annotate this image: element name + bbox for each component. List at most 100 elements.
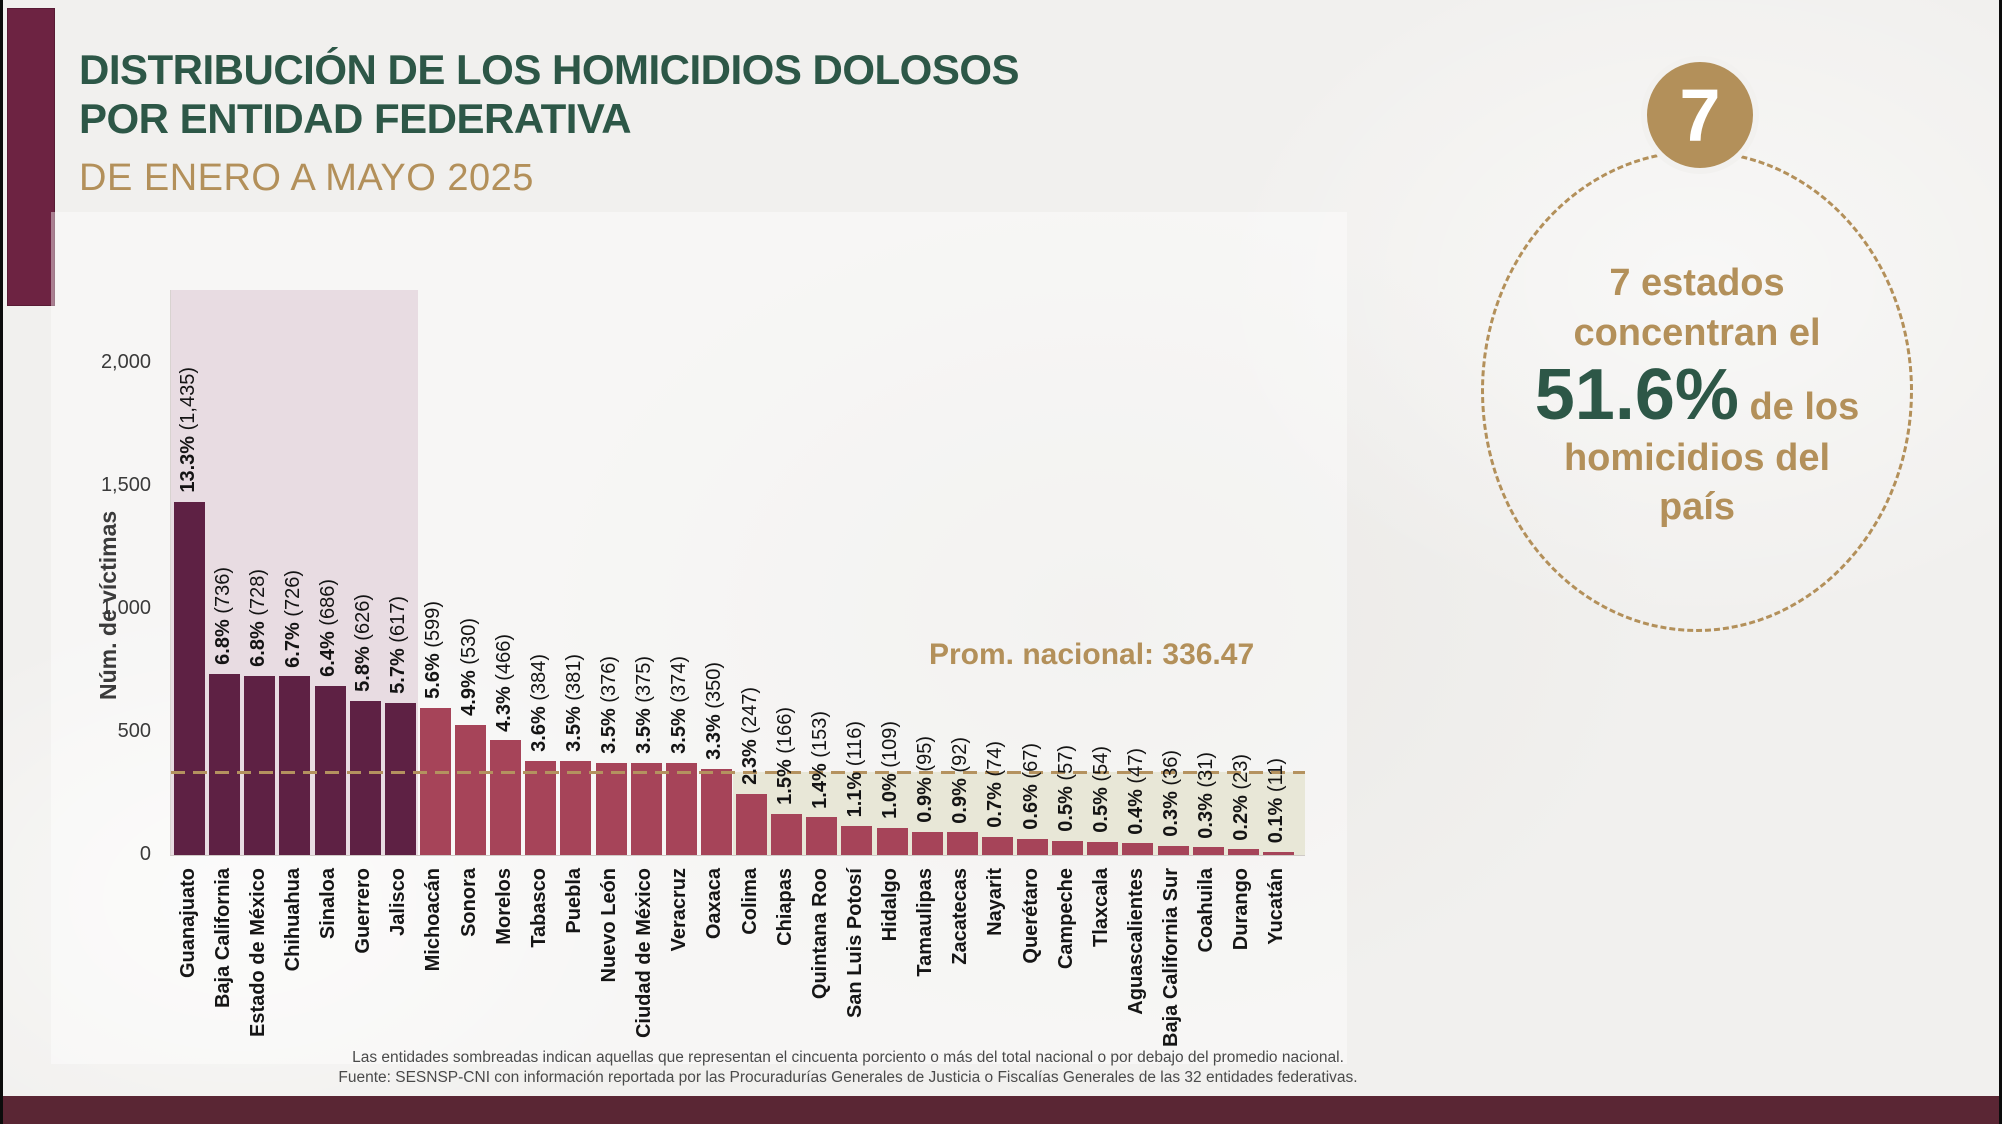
bar-value-label-san-luis-potosi: 1.1% (116) bbox=[843, 721, 866, 818]
y-tick-0: 0 bbox=[139, 843, 151, 865]
bar-tabasco bbox=[525, 760, 557, 855]
bar-estado-de-mexico bbox=[244, 675, 276, 855]
bar-michoacan bbox=[419, 707, 451, 855]
y-axis-ticks: 0 500 1,000 1,500 2,000 bbox=[65, 290, 161, 865]
x-label-queretaro: Querétaro bbox=[1019, 868, 1042, 964]
bar-value-label-campeche: 0.5% (57) bbox=[1054, 745, 1077, 832]
y-axis-line bbox=[170, 290, 171, 855]
y-tick-1500: 1,500 bbox=[100, 474, 151, 496]
x-label-nayarit: Nayarit bbox=[984, 868, 1007, 936]
bar-value-label-quintana-roo: 1.4% (153) bbox=[808, 710, 831, 809]
bar-value-label-tabasco: 3.6% (384) bbox=[527, 653, 550, 752]
highlight-line3: homicidios del bbox=[1563, 436, 1831, 479]
x-label-sonora: Sonora bbox=[457, 868, 480, 937]
states-count-badge: 7 bbox=[1641, 56, 1759, 174]
x-label-chiapas: Chiapas bbox=[773, 868, 796, 946]
x-label-nuevo-leon: Nuevo León bbox=[598, 868, 620, 983]
x-label-jalisco: Jalisco bbox=[387, 868, 410, 936]
highlight-line2: concentran el bbox=[1573, 311, 1821, 354]
bar-chihuahua bbox=[279, 676, 311, 855]
bar-value-label-guerrero: 5.8% (626) bbox=[352, 594, 375, 693]
footnotes: Las entidades sombreadas indican aquella… bbox=[183, 1048, 1513, 1088]
x-label-guerrero: Guerrero bbox=[352, 868, 375, 954]
bar-value-label-oaxaca: 3.3% (350) bbox=[703, 662, 726, 760]
bar-nayarit bbox=[981, 836, 1013, 855]
bar-value-label-ciudad-de-mexico: 3.5% (375) bbox=[633, 655, 656, 754]
x-label-estado-de-mexico: Estado de México bbox=[246, 868, 269, 1037]
bar-baja-california-sur bbox=[1157, 846, 1189, 855]
bar-campeche bbox=[1052, 840, 1084, 855]
bar-value-label-morelos: 4.3% (466) bbox=[492, 633, 515, 732]
bar-value-label-guanajuato: 13.3% (1,435) bbox=[176, 367, 199, 493]
bar-nuevo-leon bbox=[595, 762, 627, 855]
footnote-shading: Las entidades sombreadas indican aquella… bbox=[352, 1049, 1344, 1066]
bar-value-label-zacatecas: 0.9% (92) bbox=[949, 736, 972, 824]
bar-value-label-baja-california-sur: 0.3% (36) bbox=[1160, 750, 1182, 838]
x-label-oaxaca: Oaxaca bbox=[703, 868, 726, 940]
bar-ciudad-de-mexico bbox=[630, 762, 662, 855]
highlight-dashed-circle: 7 estados concentran el 51.6% de los hom… bbox=[1481, 150, 1913, 632]
highlight-percent: 51.6% de los bbox=[1534, 355, 1860, 436]
bar-veracruz bbox=[665, 763, 697, 855]
bar-value-label-colima: 2.3% (247) bbox=[738, 687, 761, 786]
bar-baja-california bbox=[209, 673, 241, 855]
x-label-zacatecas: Zacatecas bbox=[949, 868, 972, 965]
x-label-michoacan: Michoacán bbox=[422, 868, 445, 972]
bar-zacatecas bbox=[946, 832, 978, 855]
bar-value-label-sonora: 4.9% (530) bbox=[457, 617, 480, 716]
footnote-source: Fuente: SESNSP-CNI con información repor… bbox=[338, 1069, 1358, 1087]
title-line1: DISTRIBUCIÓN DE LOS HOMICIDIOS DOLOSOS bbox=[79, 46, 1020, 93]
bar-value-label-durango: 0.2% (23) bbox=[1230, 753, 1253, 841]
bar-jalisco bbox=[384, 703, 416, 855]
bar-value-label-nuevo-leon: 3.5% (376) bbox=[598, 655, 620, 754]
x-label-colima: Colima bbox=[738, 868, 761, 935]
bar-durango bbox=[1227, 849, 1259, 855]
x-label-tamaulipas: Tamaulipas bbox=[914, 868, 937, 977]
x-label-chihuahua: Chihuahua bbox=[281, 868, 304, 972]
bar-value-label-puebla: 3.5% (381) bbox=[562, 654, 585, 753]
x-label-hidalgo: Hidalgo bbox=[879, 868, 901, 942]
x-label-yucatan: Yucatán bbox=[1265, 868, 1288, 945]
bar-tlaxcala bbox=[1087, 841, 1119, 855]
bar-value-label-tamaulipas: 0.9% (95) bbox=[914, 735, 937, 823]
x-label-coahuila: Coahuila bbox=[1195, 868, 1218, 953]
plot-area: Prom. nacional: 336.47 13.3% (1,435) 6.8%… bbox=[170, 290, 1311, 856]
x-axis-labels: Guanajuato Baja California Estado de Méxic… bbox=[171, 868, 1311, 1068]
bar-value-label-michoacan: 5.6% (599) bbox=[422, 600, 445, 699]
bar-chiapas bbox=[771, 814, 803, 855]
national-average-dashed-line bbox=[171, 771, 1305, 774]
bar-value-label-estado-de-mexico: 6.8% (728) bbox=[246, 569, 269, 667]
x-label-morelos: Morelos bbox=[492, 868, 515, 945]
bar-value-label-chiapas: 1.5% (166) bbox=[773, 707, 796, 806]
bar-value-label-chihuahua: 6.7% (726) bbox=[281, 569, 304, 668]
x-label-tabasco: Tabasco bbox=[527, 868, 550, 948]
bar-queretaro bbox=[1017, 838, 1048, 855]
bar-value-label-queretaro: 0.6% (67) bbox=[1019, 742, 1042, 830]
bar-value-label-jalisco: 5.7% (617) bbox=[387, 596, 410, 695]
x-axis-line bbox=[170, 855, 1305, 856]
highlight-line1: 7 estados bbox=[1609, 262, 1785, 305]
bar-san-luis-potosi bbox=[841, 826, 873, 855]
x-label-sinaloa: Sinaloa bbox=[317, 868, 339, 940]
bar-value-label-baja-california: 6.8% (736) bbox=[211, 567, 234, 665]
bar-guerrero bbox=[349, 701, 381, 855]
x-label-san-luis-potosi: San Luis Potosí bbox=[843, 868, 866, 1019]
bar-tamaulipas bbox=[911, 831, 943, 855]
y-tick-1000: 1,000 bbox=[100, 597, 151, 619]
bar-oaxaca bbox=[700, 768, 732, 855]
x-label-puebla: Puebla bbox=[562, 868, 585, 934]
bar-value-label-yucatan: 0.1% (11) bbox=[1265, 758, 1288, 844]
bar-quintana-roo bbox=[806, 817, 838, 855]
bar-puebla bbox=[560, 761, 592, 855]
x-label-baja-california-sur: Baja California Sur bbox=[1160, 868, 1182, 1047]
x-label-veracruz: Veracruz bbox=[668, 868, 691, 952]
bar-yucatan bbox=[1262, 852, 1294, 855]
x-label-ciudad-de-mexico: Ciudad de México bbox=[633, 868, 656, 1039]
bar-colima bbox=[736, 794, 767, 855]
bar-sinaloa bbox=[314, 686, 346, 855]
highlight-line4: país bbox=[1658, 486, 1736, 529]
left-accent-bar bbox=[7, 8, 55, 306]
bar-hidalgo bbox=[876, 828, 908, 855]
bar-value-label-hidalgo: 1.0% (109) bbox=[879, 721, 901, 820]
